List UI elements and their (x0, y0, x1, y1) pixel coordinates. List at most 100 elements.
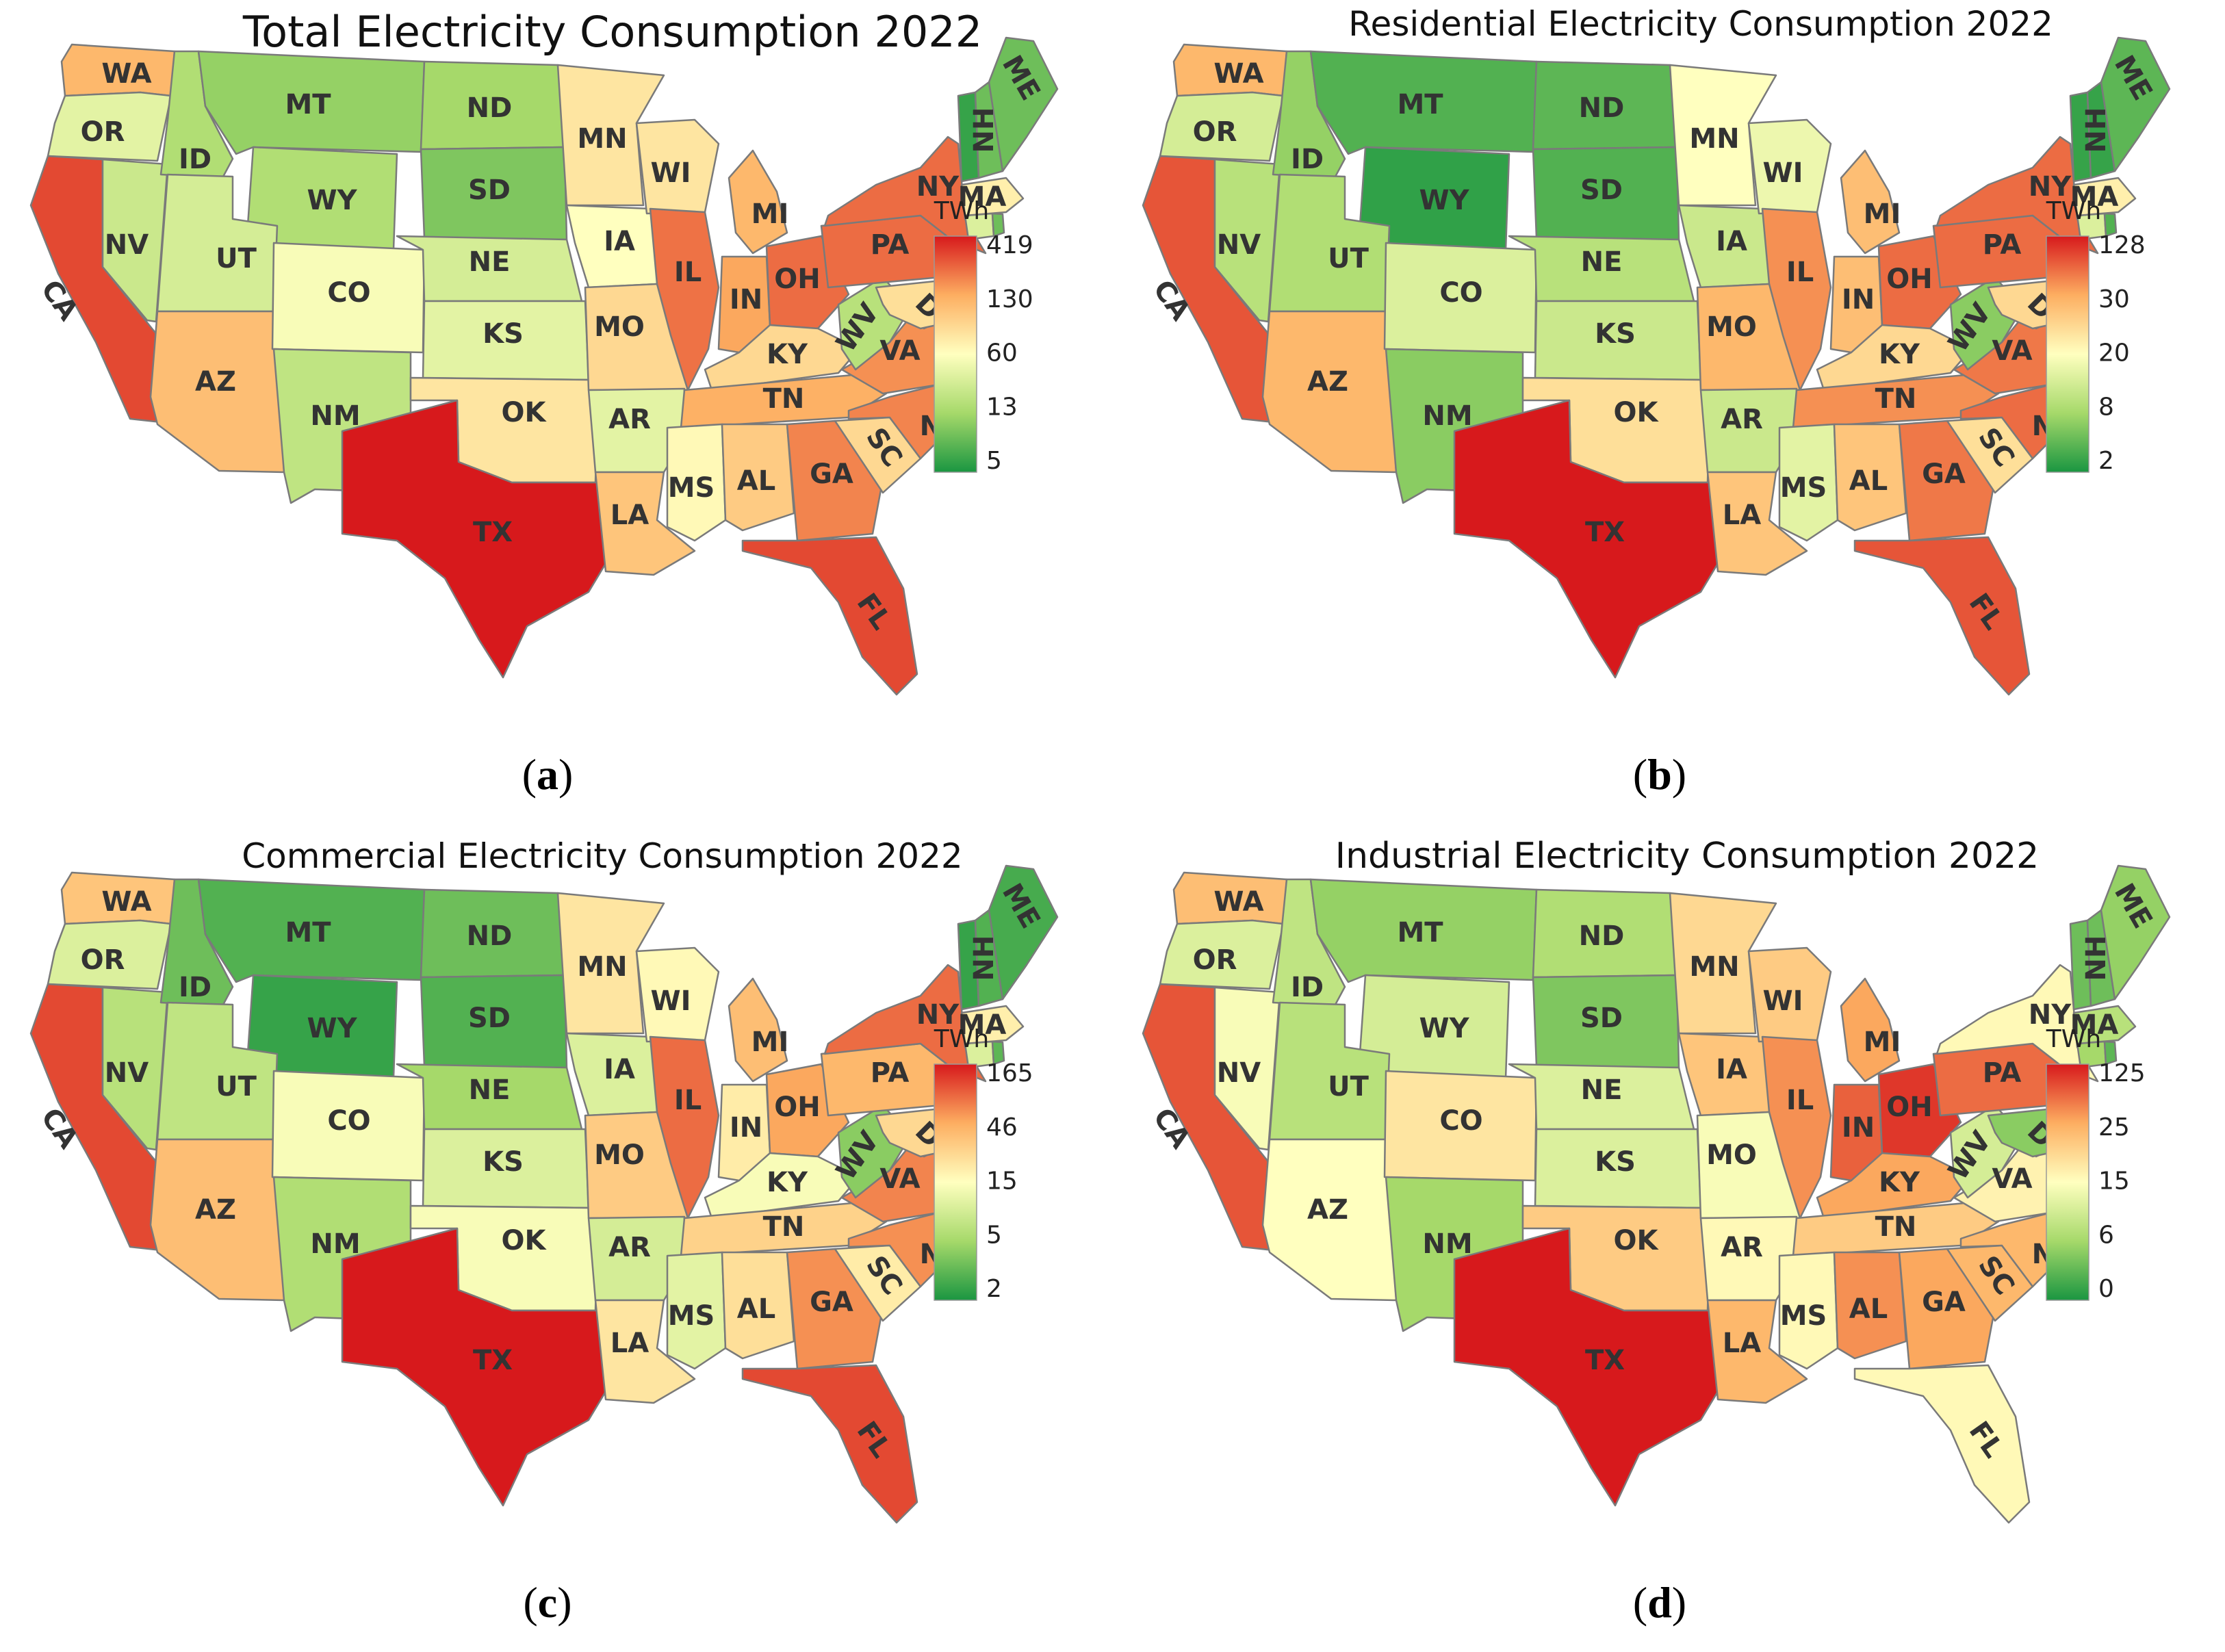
figure-caption: (d) (1632, 1578, 1687, 1627)
state-label-ks: KS (1595, 318, 1636, 350)
state-label-ut: UT (216, 1071, 257, 1102)
total-consumption-map: Total Electricity Consumption 2022 WA OR C… (29, 7, 1059, 696)
state-label-ms: MS (1780, 1300, 1827, 1332)
state-label-in: IN (730, 284, 762, 315)
state-label-nv: NV (105, 229, 149, 261)
state-label-or: OR (1193, 944, 1237, 976)
map-title: Residential Electricity Consumption 2022 (1348, 4, 2053, 44)
state-al (1833, 423, 1907, 532)
state-label-az: AZ (1307, 1194, 1348, 1226)
state-label-nh: NH (968, 107, 1000, 153)
legend-tick: 5 (986, 1221, 1002, 1249)
state-label-ks: KS (483, 318, 524, 350)
state-label-mn: MN (1689, 123, 1739, 155)
state-la (1706, 471, 1808, 576)
state-label-al: AL (1849, 1293, 1888, 1325)
state-al (721, 423, 795, 532)
state-label-co: CO (1439, 1105, 1482, 1137)
state-label-oh: OH (1886, 1092, 1932, 1123)
state-mi (1840, 149, 1901, 255)
state-label-va: VA (1992, 1163, 2032, 1195)
state-label-ok: OK (1614, 397, 1660, 428)
state-mi (1840, 977, 1901, 1083)
state-label-ms: MS (668, 1300, 715, 1332)
state-label-in: IN (1842, 284, 1875, 315)
state-label-mn: MN (1689, 951, 1739, 983)
map-title: Total Electricity Consumption 2022 (242, 7, 982, 57)
state-label-ar: AR (1721, 404, 1763, 435)
state-ms (1778, 1251, 1839, 1370)
state-label-sd: SD (468, 175, 511, 206)
state-label-wi: WI (650, 985, 691, 1017)
state-label-wa: WA (101, 886, 151, 918)
legend-tick: 60 (986, 339, 1018, 367)
state-label-mt: MT (285, 917, 331, 948)
state-label-in: IN (730, 1112, 762, 1144)
state-il (1761, 207, 1832, 391)
state-ma (960, 1005, 1025, 1045)
state-label-ok: OK (1614, 1225, 1660, 1256)
legend-tick: 125 (2098, 1059, 2146, 1087)
state-label-co: CO (327, 277, 370, 309)
state-label-id: ID (179, 972, 211, 1003)
state-fl (1853, 536, 2031, 696)
state-label-mt: MT (285, 89, 331, 120)
legend-tick: 15 (2098, 1167, 2130, 1196)
state-fl (741, 536, 918, 696)
state-label-ga: GA (1922, 1287, 1966, 1318)
legend-tick: 128 (2098, 231, 2146, 259)
state-label-nm: NM (310, 400, 360, 432)
state-label-co: CO (1439, 277, 1482, 309)
state-tx (341, 399, 610, 679)
state-label-ma: MA (2070, 1009, 2119, 1041)
legend-color-bar (934, 235, 977, 473)
state-label-ny: NY (916, 999, 960, 1031)
caption-letter: b (1647, 750, 1672, 799)
state-label-wy: WY (1419, 185, 1469, 216)
legend-color-bar (2046, 1063, 2089, 1301)
state-tx (1453, 1227, 1723, 1507)
state-label-ne: NE (469, 1074, 511, 1106)
state-ri (2103, 212, 2118, 237)
state-label-pa: PA (1983, 229, 2022, 261)
state-label-mt: MT (1397, 917, 1443, 948)
legend-unit: TWh (2046, 197, 2101, 225)
state-label-al: AL (737, 465, 775, 497)
state-label-ut: UT (216, 243, 257, 274)
state-label-pa: PA (871, 229, 910, 261)
state-label-wi: WI (1762, 157, 1803, 189)
state-label-mo: MO (594, 1139, 645, 1171)
state-ri (991, 212, 1005, 237)
state-label-ma: MA (2070, 181, 2119, 213)
state-label-ky: KY (767, 339, 808, 370)
state-label-la: LA (1723, 500, 1761, 531)
state-label-wa: WA (1213, 58, 1263, 90)
state-label-la: LA (1723, 1328, 1761, 1359)
state-label-nv: NV (1217, 229, 1261, 261)
caption-letter: d (1647, 1578, 1672, 1627)
state-wi (1747, 946, 1832, 1043)
state-label-va: VA (1992, 335, 2032, 367)
state-ri (991, 1040, 1005, 1066)
state-label-az: AZ (1307, 366, 1348, 398)
state-label-nd: ND (1579, 920, 1625, 952)
state-fl (1853, 1364, 2031, 1524)
legend: TWh 125 25 15 6 0 (2046, 1025, 2146, 1303)
legend-tick: 15 (986, 1167, 1018, 1196)
state-label-nh: NH (968, 935, 1000, 981)
legend: TWh 128 30 20 8 2 (2046, 197, 2146, 475)
state-wi (635, 118, 720, 215)
state-label-or: OR (81, 116, 125, 148)
state-label-ne: NE (1581, 1074, 1623, 1106)
state-label-ms: MS (668, 472, 715, 504)
state-label-ny: NY (2029, 999, 2072, 1031)
state-me (988, 864, 1059, 1001)
state-label-ma: MA (958, 1009, 1007, 1041)
state-nv (1213, 986, 1281, 1151)
state-or (1159, 91, 1285, 162)
state-label-wi: WI (1762, 985, 1803, 1017)
caption-letter: c (537, 1578, 558, 1627)
industrial-consumption-map: Industrial Electricity Consumption 2022 … (1142, 836, 2171, 1524)
state-tx (341, 1227, 610, 1507)
state-label-tx: TX (473, 1345, 513, 1376)
